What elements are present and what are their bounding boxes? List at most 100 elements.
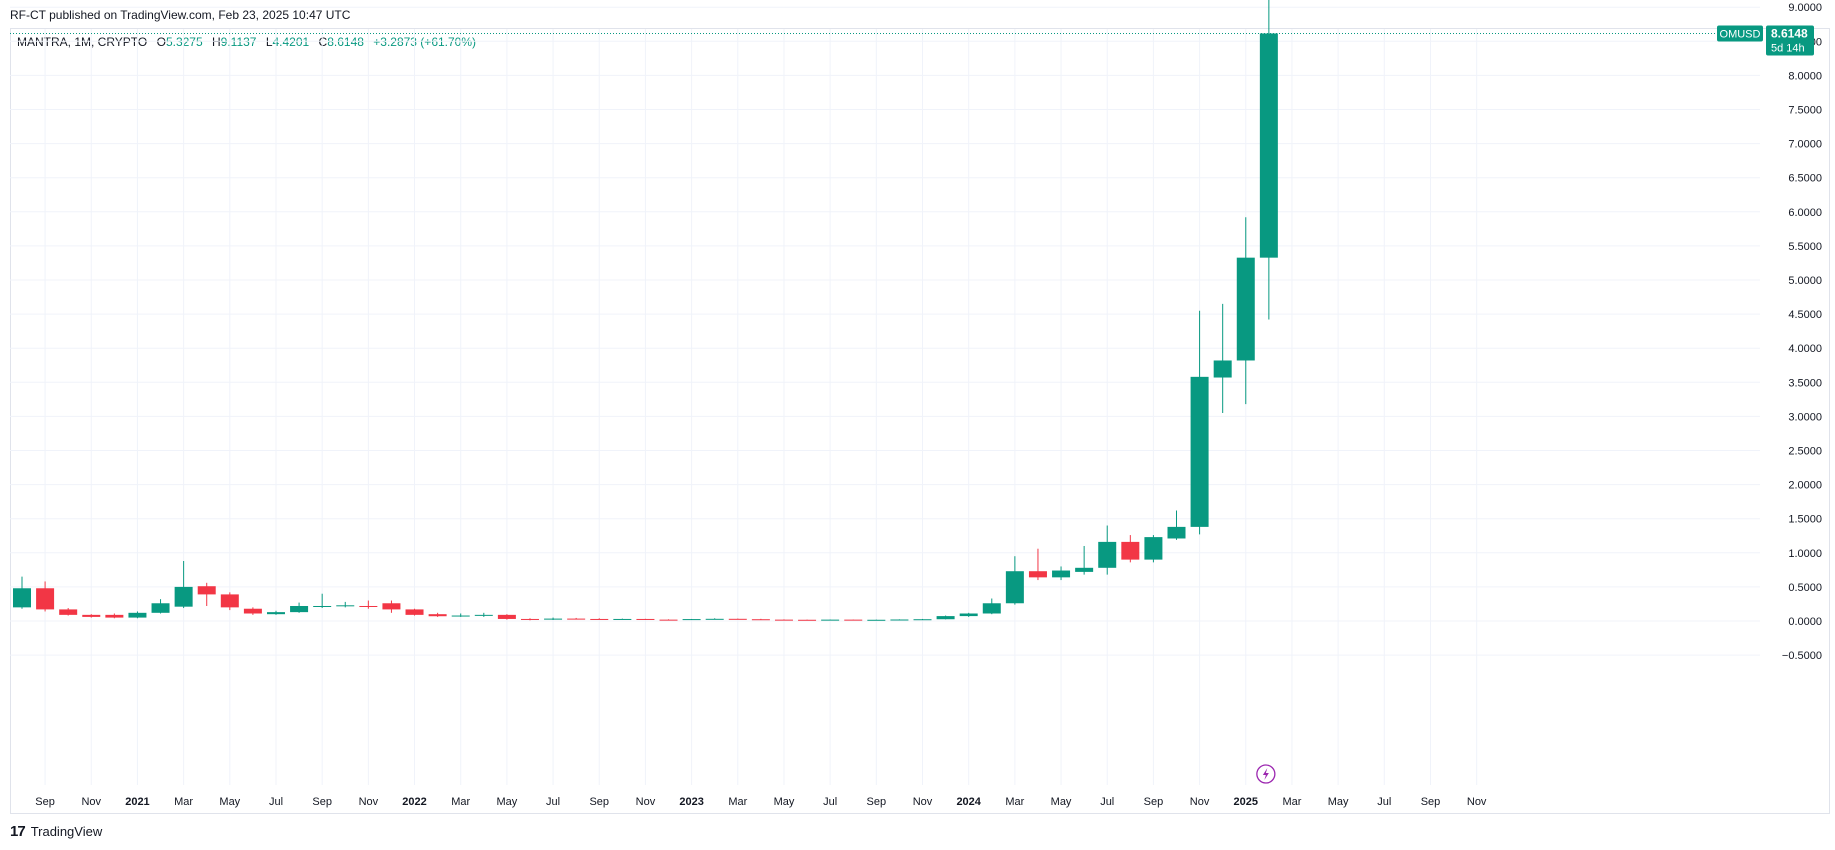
symbol-info: MANTRA, 1M, CRYPTO	[17, 35, 148, 49]
x-tick-label: Mar	[1282, 796, 1301, 808]
candle-body	[982, 603, 1001, 614]
x-tick-label: May	[496, 796, 517, 808]
high-label: H	[211, 35, 221, 49]
candle-body	[1028, 571, 1047, 578]
candle-body	[313, 605, 332, 607]
candle-body	[36, 588, 55, 610]
last-price-badge: OMUSD 8.6148 5d 14h	[1717, 25, 1814, 56]
y-tick-label: 4.0000	[1788, 343, 1822, 355]
low-label: L	[265, 35, 273, 49]
candle-body	[243, 608, 262, 614]
candle-body	[798, 619, 817, 621]
candle-body	[1259, 33, 1278, 258]
y-tick-label: 8.0000	[1788, 70, 1822, 82]
y-tick-label: 5.0000	[1788, 275, 1822, 287]
price-axis[interactable]: 10.00009.50009.00008.50008.00007.50007.0…	[1782, 0, 1822, 662]
open-value: 5.3275	[165, 35, 203, 49]
candle-body	[1075, 567, 1094, 572]
candle-body	[174, 586, 193, 607]
x-tick-label: May	[1051, 796, 1072, 808]
x-tick-label: Mar	[174, 796, 193, 808]
candle-body	[682, 619, 701, 621]
y-tick-label: 3.0000	[1788, 411, 1822, 423]
candle-body	[128, 612, 147, 618]
candle-body	[636, 618, 655, 620]
x-tick-label: May	[1328, 796, 1349, 808]
publisher-header: RF-CT published on TradingView.com, Feb …	[10, 8, 351, 22]
y-tick-label: 7.5000	[1788, 105, 1822, 117]
candle-body	[151, 603, 170, 613]
tradingview-logo[interactable]: 17 TradingView	[10, 823, 102, 840]
y-tick-label: 1.0000	[1788, 548, 1822, 560]
x-tick-label: Sep	[1144, 796, 1164, 808]
x-tick-label: Nov	[359, 796, 379, 808]
candle-body	[1098, 541, 1117, 568]
y-tick-label: 3.5000	[1788, 377, 1822, 389]
candle-body	[290, 605, 309, 613]
ticker-badge-label: OMUSD	[1720, 28, 1761, 40]
candle-body	[590, 618, 609, 620]
x-tick-label: Sep	[1421, 796, 1441, 808]
candle-body	[1144, 537, 1163, 560]
candle-body	[336, 605, 355, 607]
candle-body	[197, 586, 216, 595]
close-label: C	[318, 35, 328, 49]
y-tick-label: −0.5000	[1782, 650, 1822, 662]
close-value: 8.6148	[327, 35, 364, 49]
x-tick-label: 2023	[679, 796, 703, 808]
x-tick-label: Nov	[1190, 796, 1210, 808]
ticker-badge-bg	[1717, 25, 1763, 42]
x-tick-label: Sep	[312, 796, 332, 808]
y-tick-label: 0.0000	[1788, 616, 1822, 628]
price-badge-value: 8.6148	[1771, 26, 1808, 40]
candle-body	[1121, 541, 1140, 560]
candle-body	[751, 619, 770, 621]
candle-body	[405, 609, 424, 615]
y-tick-label: 9.0000	[1788, 2, 1822, 14]
x-tick-label: Jul	[1377, 796, 1391, 808]
low-value: 4.4201	[272, 35, 310, 49]
candle-body	[1190, 376, 1209, 527]
change-value: +3.2873 (+61.70%)	[373, 35, 477, 49]
candle-body	[959, 613, 978, 617]
ohlc-legend: MANTRA, 1M, CRYPTO O5.3275 H9.1137 L4.42…	[17, 35, 476, 49]
candle-body	[844, 619, 863, 621]
candle-body	[474, 614, 493, 616]
candle-body	[1167, 526, 1186, 539]
candle-body	[82, 614, 101, 617]
tradingview-logo-icon: 17	[10, 823, 26, 840]
y-tick-label: 2.5000	[1788, 446, 1822, 458]
x-tick-label: May	[774, 796, 795, 808]
lightning-bolt-icon[interactable]	[1256, 764, 1276, 784]
x-tick-label: Mar	[728, 796, 747, 808]
y-tick-label: 5.5000	[1788, 241, 1822, 253]
x-tick-label: Sep	[589, 796, 609, 808]
candle-body	[567, 618, 586, 620]
x-tick-label: 2022	[402, 796, 426, 808]
x-tick-label: Mar	[451, 796, 470, 808]
y-tick-label: 2.0000	[1788, 480, 1822, 492]
candle-body	[266, 612, 285, 615]
x-tick-label: Nov	[636, 796, 656, 808]
candle-body	[359, 605, 378, 607]
candle-body	[1213, 360, 1232, 378]
candle-body	[1005, 571, 1024, 604]
y-tick-label: 4.5000	[1788, 309, 1822, 321]
candle-body	[613, 618, 632, 620]
x-tick-label: 2024	[956, 796, 981, 808]
candle-body	[659, 619, 678, 621]
candle-body	[774, 619, 793, 621]
candle-body	[705, 618, 724, 620]
candle-body	[1052, 570, 1071, 578]
candle-body	[1236, 257, 1255, 361]
time-axis[interactable]: Sep Nov 2021 Mar May Jul Sep Nov 2022 Mar May Jul Se…	[35, 796, 1487, 808]
y-tick-label: 6.5000	[1788, 173, 1822, 185]
candle-body	[451, 615, 470, 617]
candle-body	[913, 619, 932, 621]
candle-body	[382, 603, 401, 610]
x-tick-label: Sep	[867, 796, 887, 808]
candle-body	[220, 594, 239, 608]
x-tick-label: Jul	[823, 796, 837, 808]
candle-body	[428, 614, 447, 617]
